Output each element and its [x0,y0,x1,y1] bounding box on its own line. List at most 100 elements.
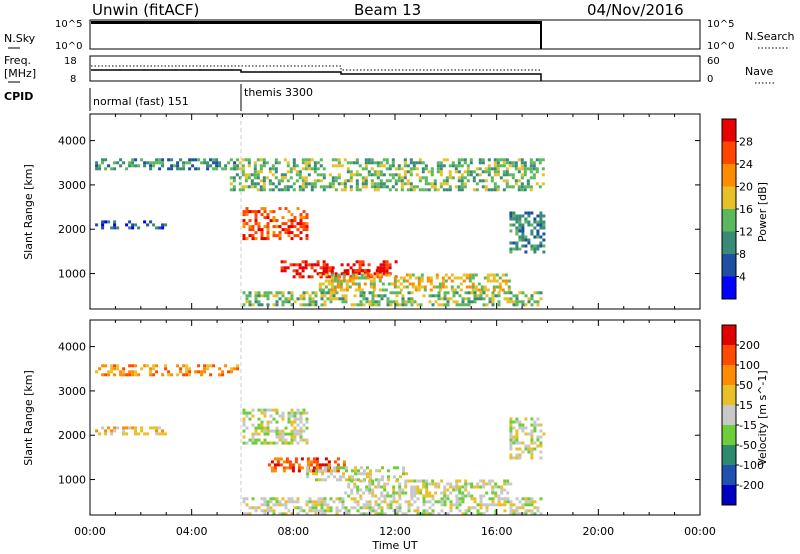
power-cell [414,276,418,280]
power-cell [336,273,340,277]
power-cell [301,158,305,162]
power-cell [527,211,531,215]
power-cell [455,303,459,307]
power-cell [310,185,314,189]
power-cell [283,173,287,177]
power-cell [426,276,430,280]
velocity-cell [315,466,319,470]
velocity-cell [357,472,360,476]
power-cell [131,226,135,230]
velocity-cell [348,478,351,482]
power-cell [363,282,367,286]
power-cell [308,297,312,301]
power-cell [387,273,391,277]
velocity-cell [242,411,246,415]
power-cell [382,182,386,186]
power-cell [439,182,443,186]
power-cell [313,161,317,165]
velocity-cell [302,408,306,412]
power-cell [407,291,411,295]
power-cell [357,288,361,292]
velocity-cell [269,414,273,418]
velocity-cell [263,509,267,513]
power-cell [455,291,459,295]
velocity-cell [515,420,519,424]
power-cell [330,288,334,292]
power-cell [515,294,519,298]
power-cell [521,214,525,218]
velocity-cell [497,500,501,504]
velocity-cell [512,441,516,445]
power-cell [501,279,505,283]
velocity-cell [315,463,319,467]
power-cell [485,294,489,298]
power-cell [391,164,395,168]
power-cell [370,158,374,162]
power-cell [365,297,369,301]
power-cell [284,222,288,226]
power-cell [259,164,263,168]
velocity-cell [330,469,333,473]
velocity-cell [443,497,447,501]
velocity-cell [260,423,264,427]
power-cell [381,269,385,273]
velocity-cell [377,512,381,516]
velocity-cell [527,432,531,436]
velocity-cell [230,367,234,371]
velocity-colorbar-segment [722,325,736,346]
power-cell [266,225,270,229]
power-cell [392,291,396,295]
velocity-cell [350,491,354,495]
power-cell [495,273,499,277]
power-cell [413,300,417,304]
nsky-panel: N.Sky 10^5 10^0 10^5 10^0 N.Search [4,19,795,52]
velocity-cell [312,472,315,476]
power-cell [320,297,324,301]
power-cell [179,167,183,171]
power-cell [488,297,492,301]
velocity-cell [467,506,471,510]
velocity-cell [368,506,372,510]
velocity-cell [494,494,498,498]
velocity-cell [287,500,291,504]
power-cell [539,235,543,239]
power-cell [442,179,446,183]
velocity-cell [536,438,540,442]
power-cell [146,223,150,227]
velocity-cell [368,485,372,489]
velocity-cell [539,450,543,454]
power-cell [444,273,448,277]
velocity-cell [398,494,402,498]
power-cell [301,188,305,192]
power-cell [382,260,386,264]
power-cell [349,185,353,189]
power-cell [487,158,491,162]
velocity-cell [410,488,414,492]
power-cell [348,276,352,280]
power-cell [466,167,470,171]
power-cell [428,300,432,304]
power-cell [526,179,530,183]
velocity-cell [443,512,447,516]
power-cell [274,167,278,171]
power-cell [319,275,323,279]
power-cell [404,303,408,307]
velocity-cell [287,441,291,445]
power-cell [331,179,335,183]
velocity-cell [389,506,393,510]
power-cell [331,185,335,189]
power-cell [269,291,273,295]
power-cell [316,179,320,183]
power-cell [95,164,99,168]
velocity-cell [383,497,387,501]
velocity-cell [485,506,489,510]
velocity-cell [494,509,498,513]
power-cell [523,185,527,189]
velocity-cell [518,420,522,424]
velocity-cell [452,488,456,492]
velocity-cell [455,497,459,501]
velocity-cell [404,491,408,495]
power-cell [364,179,368,183]
power-cell [442,188,446,192]
velocity-cell [410,503,414,507]
